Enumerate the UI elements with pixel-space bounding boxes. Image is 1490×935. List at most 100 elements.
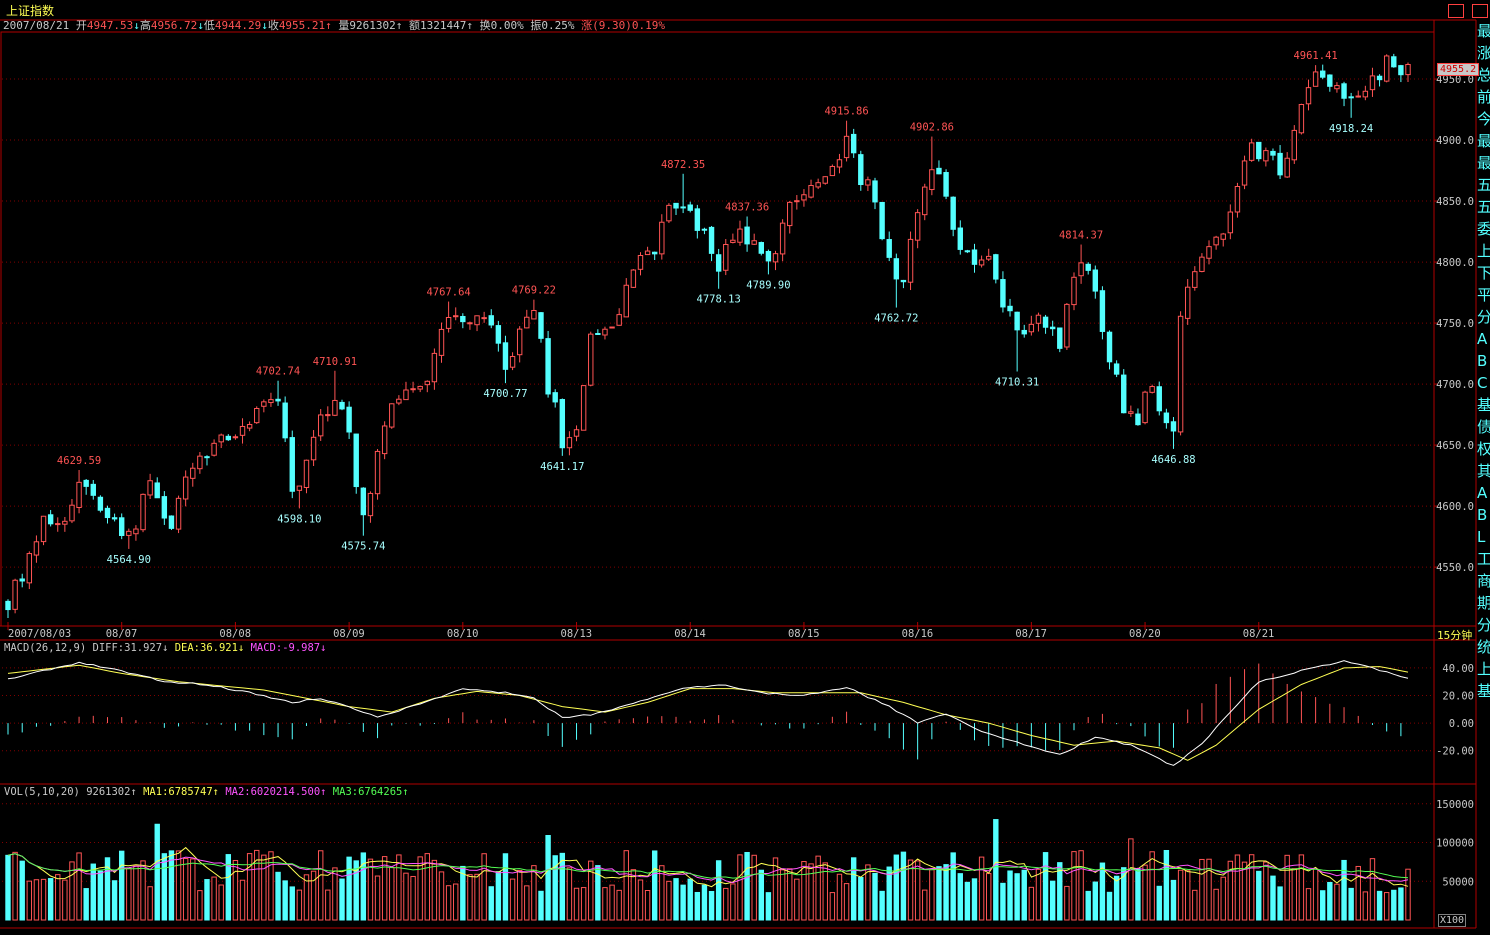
price-annotation: 4710.91: [313, 356, 357, 368]
date-tick-label: 08/17: [1015, 628, 1047, 640]
macd-diff-arrow: ↓: [162, 642, 169, 654]
volume-bar-up: [374, 875, 381, 921]
volume-bar-up: [389, 866, 395, 921]
candle-up: [381, 425, 388, 455]
vol-ma2-arrow: ↑: [320, 786, 327, 798]
candle-up: [453, 315, 459, 318]
macd-diff: DIFF:31.927: [92, 642, 163, 654]
volume-bar-down: [1156, 885, 1162, 921]
candle-up: [524, 316, 530, 329]
volume-bar-up: [822, 862, 828, 921]
vol-ma3-arrow: ↑: [402, 786, 409, 798]
volume-bar-down: [1099, 862, 1106, 921]
price-tick-label: 4550.0: [1436, 562, 1474, 574]
candlestick-layer: 4629.59 4564.90 4702.74 4598.10 4710.91 4575.…: [5, 50, 1411, 619]
volume-bar-down: [872, 872, 878, 921]
window-close-icon[interactable]: [1472, 4, 1488, 18]
volume-layer: [5, 819, 1411, 921]
volume-bar-up: [239, 879, 246, 921]
candle-down: [1014, 311, 1020, 331]
volume-bar-down: [993, 819, 999, 921]
volume-bar-down: [1014, 873, 1020, 921]
price-annotation: 4837.36: [725, 201, 769, 213]
volume-bar-down: [90, 863, 96, 921]
candle-up: [175, 497, 182, 530]
price-annotation: 4646.88: [1151, 454, 1195, 466]
period-label[interactable]: 15分钟: [1437, 629, 1473, 642]
volume-bar-up: [55, 874, 61, 921]
candle-up: [374, 450, 381, 495]
candle-up: [922, 186, 928, 216]
info-close-value: 4955.21: [278, 19, 326, 32]
info-amount-label: 额: [409, 19, 421, 32]
volume-bar-down: [886, 866, 892, 921]
price-annotation: 4629.59: [57, 455, 101, 467]
volume-bar-up: [381, 856, 388, 921]
volume-bar-up: [453, 883, 459, 921]
info-close-arrow: ↑: [325, 19, 332, 32]
diff-line: [7, 660, 1409, 766]
volume-bar-up: [261, 854, 267, 921]
volume-bar-up: [1305, 888, 1312, 921]
candle-up: [630, 269, 637, 288]
volume-bar-up: [1035, 868, 1042, 921]
candle-up: [580, 385, 587, 431]
volume-bar-up: [1199, 858, 1205, 921]
volume-bar-up: [986, 873, 992, 921]
volume-bar-up: [1355, 865, 1361, 921]
volume-bar-down: [1327, 881, 1333, 921]
price-tick-label: 4950.0: [1436, 74, 1474, 86]
vol-name[interactable]: VOL(5,10,20): [4, 786, 80, 798]
candle-up: [1383, 55, 1390, 82]
volume-bar-down: [680, 884, 686, 921]
volume-bar-up: [1028, 886, 1035, 921]
volume-bar-up: [588, 860, 594, 921]
date-tick-label: 08/08: [219, 628, 251, 640]
candle-up: [808, 184, 814, 198]
volume-bar-up: [1220, 876, 1226, 921]
price-annotation: 4814.37: [1059, 230, 1103, 242]
volume-bar-up: [1284, 854, 1290, 921]
candle-down: [950, 196, 956, 230]
candle-down: [1256, 141, 1262, 160]
date-tick-label: 08/07: [106, 628, 138, 640]
volume-bar-down: [339, 878, 345, 921]
volume-bar-up: [630, 869, 637, 921]
candle-up: [516, 328, 523, 356]
info-amplitude: 振0.25%: [530, 19, 575, 32]
candle-down: [758, 242, 765, 254]
side-info-strip[interactable]: 最涨总前今最最 五五委上下平分 ABC基债权其ABL工商期分统上基国金统上新: [1477, 22, 1490, 700]
info-amount-arrow: ↑: [466, 19, 474, 32]
volume-bar-down: [104, 857, 111, 921]
candle-down: [1327, 74, 1333, 87]
candle-up: [637, 255, 644, 270]
candle-down: [339, 401, 345, 410]
price-annotation: 4564.90: [107, 554, 151, 566]
volume-bar-down: [559, 852, 566, 921]
macd-layer: [7, 660, 1409, 766]
volume-bar-up: [424, 853, 430, 921]
candle-up: [723, 244, 729, 271]
volume-bar-up: [1149, 851, 1155, 921]
candle-down: [502, 342, 509, 370]
candle-up: [1248, 142, 1255, 161]
candle-up: [1177, 315, 1184, 433]
volume-bar-up: [211, 876, 217, 921]
candle-up: [190, 467, 196, 479]
candle-up: [481, 317, 487, 320]
candle-up: [1206, 246, 1212, 259]
candle-down: [346, 406, 352, 433]
candle-up: [772, 253, 779, 263]
macd-name[interactable]: MACD(26,12,9): [4, 642, 87, 654]
volume-bar-up: [1383, 892, 1390, 921]
candle-down: [1320, 70, 1326, 78]
candle-down: [1391, 56, 1397, 68]
volume-bar-up: [808, 863, 814, 921]
volume-bar-down: [1021, 869, 1027, 921]
candle-up: [978, 259, 985, 266]
window-restore-icon[interactable]: [1448, 4, 1464, 18]
volume-bar-down: [1170, 879, 1177, 921]
date-tick-label: 08/09: [333, 628, 365, 640]
candle-down: [1057, 327, 1063, 349]
